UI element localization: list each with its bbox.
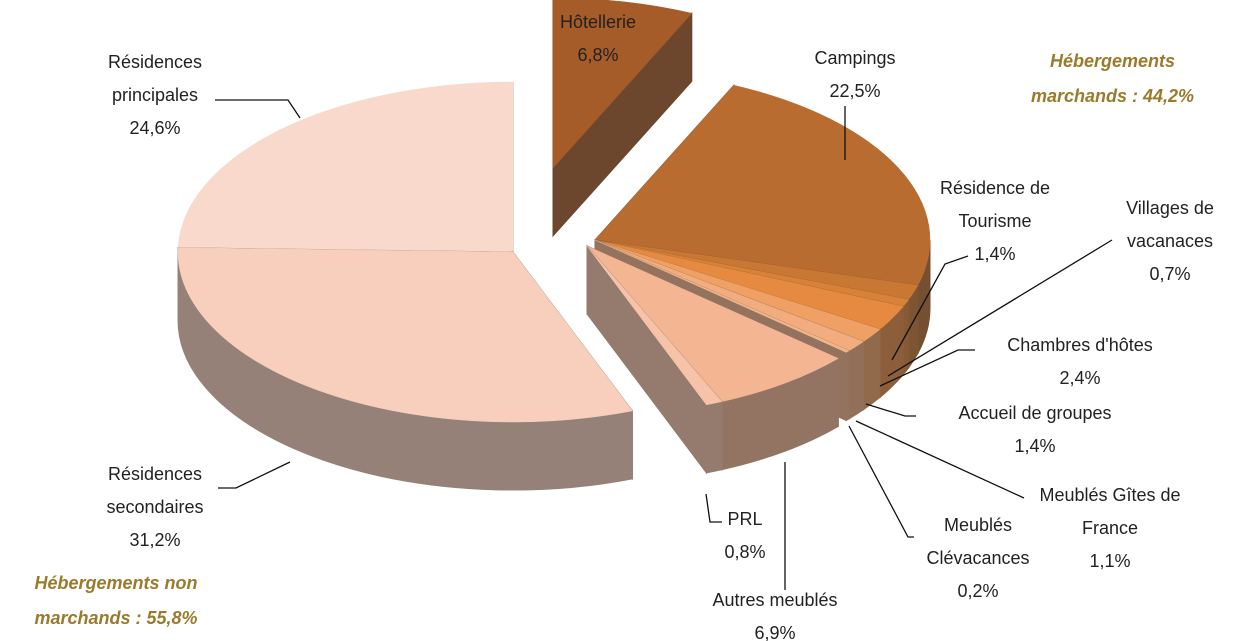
- value-label: 24,6%: [129, 118, 181, 138]
- annotation: Hébergements non marchands : 55,8%: [34, 573, 198, 628]
- category-label: Meublés Gîtes de France: [1039, 485, 1181, 538]
- slice-side: [848, 340, 865, 420]
- leader-lines: [215, 99, 1113, 590]
- leader-line: [848, 425, 914, 538]
- data-label: Meublés Gîtes de France 1,1%: [1020, 479, 1200, 578]
- data-label: Autres meublés 6,9%: [675, 584, 875, 641]
- category-label: Résidences secondaires: [106, 464, 204, 517]
- leader-line: [891, 255, 969, 361]
- value-label: 0,8%: [724, 542, 766, 562]
- category-label: Accueil de groupes: [958, 403, 1112, 423]
- value-label: 1,4%: [1014, 436, 1056, 456]
- leader-line: [215, 99, 301, 119]
- data-label: Résidences secondaires 31,2%: [80, 458, 230, 557]
- category-label: Autres meublés: [712, 590, 838, 610]
- data-label: Chambres d'hôtes 2,4%: [980, 329, 1180, 395]
- slice: [177, 81, 514, 253]
- leader-line: [705, 493, 722, 523]
- data-label: Accueil de groupes 1,4%: [935, 397, 1135, 463]
- slices: [177, 0, 931, 491]
- slice: [552, 0, 693, 169]
- slice-side: [845, 349, 850, 422]
- data-label: Campings 22,5%: [780, 42, 930, 108]
- leader-line: [865, 403, 916, 417]
- value-label: 6,8%: [577, 45, 619, 65]
- category-label: PRL: [727, 509, 763, 529]
- data-label: PRL 0,8%: [715, 503, 775, 569]
- value-label: 0,7%: [1149, 264, 1191, 284]
- slice: [594, 85, 931, 286]
- leader-line: [855, 420, 1025, 499]
- slice: [586, 245, 723, 406]
- leader-line: [887, 239, 1113, 377]
- data-label: Résidence de Tourisme 1,4%: [920, 172, 1070, 271]
- data-label: Résidences principales 24,6%: [80, 46, 230, 145]
- annotation: Hébergements marchands : 44,2%: [1030, 51, 1195, 106]
- category-label: Campings: [814, 48, 896, 68]
- data-label: Meublés Clévacances 0,2%: [913, 509, 1043, 608]
- slice: [594, 239, 850, 353]
- value-label: 0,2%: [957, 581, 999, 601]
- slice-side: [863, 328, 881, 411]
- category-label: Résidence de Tourisme: [939, 178, 1051, 231]
- value-label: 31,2%: [129, 530, 181, 550]
- slice: [586, 245, 839, 402]
- slice-side: [705, 400, 723, 474]
- category-label: Hôtellerie: [559, 12, 637, 32]
- category-label: Villages de vacanaces: [1126, 198, 1214, 251]
- leader-line: [218, 461, 291, 489]
- category-label: Chambres d'hôtes: [1007, 335, 1153, 355]
- value-label: 22,5%: [829, 81, 881, 101]
- value-label: 1,1%: [1089, 551, 1131, 571]
- slice: [177, 247, 633, 423]
- value-label: 2,4%: [1059, 368, 1101, 388]
- leader-line: [879, 349, 975, 387]
- category-label: Résidences principales: [107, 52, 203, 105]
- category-label: Meublés Clévacances: [926, 515, 1030, 568]
- value-label: 6,9%: [754, 623, 796, 641]
- data-label: Villages de vacanaces 0,7%: [1100, 192, 1239, 291]
- value-label: 1,4%: [974, 244, 1016, 264]
- data-label: Hôtellerie 6,8%: [523, 6, 673, 72]
